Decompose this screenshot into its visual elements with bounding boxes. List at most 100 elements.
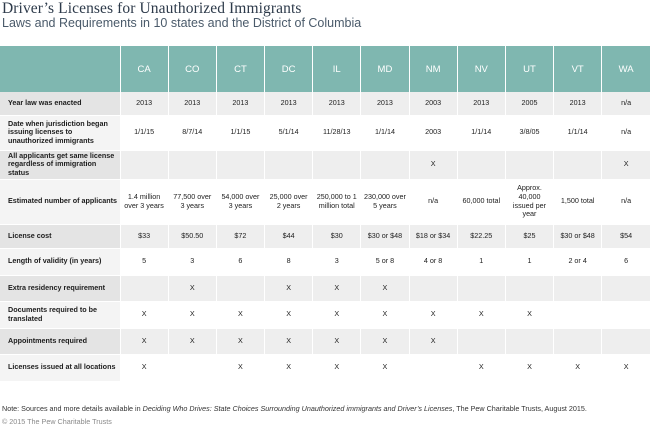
page-subtitle: Laws and Requirements in 10 states and t…	[2, 16, 362, 30]
cell-dc	[264, 150, 314, 180]
cell-nm	[409, 354, 458, 382]
cell-nm: X	[409, 328, 458, 355]
cell-ca: X	[120, 354, 169, 382]
cell-ca: 1.4 million over 3 years	[120, 179, 169, 225]
note-prefix: Note: Sources and more details available…	[2, 404, 143, 413]
cell-ut	[505, 150, 555, 180]
cell-vt: 2013	[553, 92, 603, 116]
cell-co: 77,500 over 3 years	[168, 179, 217, 225]
cell-vt: X	[553, 354, 603, 382]
header-row: CA CO CT DC IL MD NM NV UT VT WA	[0, 46, 650, 92]
row-label: Extra residency requirement	[0, 275, 121, 302]
cell-ca	[120, 275, 169, 302]
row-label: Length of validity (in years)	[0, 248, 121, 276]
cell-nm: $18 or $34	[409, 224, 458, 249]
cell-ct	[216, 275, 266, 302]
cell-nm: X	[409, 150, 458, 180]
cell-md: 1/1/14	[360, 115, 410, 151]
column-header-wa: WA	[601, 46, 650, 92]
column-header-il: IL	[312, 46, 362, 92]
cell-wa: n/a	[601, 179, 650, 225]
cell-nv	[457, 275, 506, 302]
row-label: All applicants get same license regardle…	[0, 150, 121, 180]
table-row: Estimated number of applicants 1.4 millio…	[0, 179, 650, 225]
cell-md: $30 or $48	[360, 224, 410, 249]
cell-co: 3	[168, 248, 217, 276]
cell-wa: X	[601, 354, 650, 382]
row-label: Documents required to be translated	[0, 301, 121, 329]
row-label: License cost	[0, 224, 121, 249]
cell-wa: n/a	[601, 115, 650, 151]
cell-dc: 5/1/14	[264, 115, 314, 151]
row-label: Appointments required	[0, 328, 121, 355]
table-row: Appointments required X X X X X X X	[0, 328, 650, 355]
cell-il	[312, 150, 362, 180]
cell-nm: 2003	[409, 115, 458, 151]
cell-md: X	[360, 328, 410, 355]
cell-md: 5 or 8	[360, 248, 410, 276]
cell-vt: 1/1/14	[553, 115, 603, 151]
note-suffix: , The Pew Charitable Trusts, August 2015…	[452, 404, 587, 413]
header-corner-cell	[0, 46, 121, 92]
column-header-ut: UT	[505, 46, 555, 92]
cell-ut: 3/8/05	[505, 115, 555, 151]
cell-ct	[216, 150, 266, 180]
cell-ca	[120, 150, 169, 180]
cell-dc: 8	[264, 248, 314, 276]
column-header-md: MD	[360, 46, 410, 92]
cell-nv: $22.25	[457, 224, 506, 249]
column-header-ca: CA	[120, 46, 169, 92]
cell-ut: $25	[505, 224, 555, 249]
cell-ca: X	[120, 328, 169, 355]
cell-ut: 1	[505, 248, 555, 276]
cell-dc: $44	[264, 224, 314, 249]
table-body: Year law was enacted 2013 2013 2013 2013 2013…	[0, 92, 650, 382]
cell-il: X	[312, 328, 362, 355]
cell-nv	[457, 328, 506, 355]
cell-ct: X	[216, 328, 266, 355]
table-row: All applicants get same license regardle…	[0, 150, 650, 180]
cell-dc: X	[264, 301, 314, 329]
table-row: Date when jurisdiction began issuing lic…	[0, 115, 650, 151]
cell-ct: $72	[216, 224, 266, 249]
column-header-co: CO	[168, 46, 217, 92]
cell-ut	[505, 275, 555, 302]
cell-nm: X	[409, 301, 458, 329]
cell-co: $50.50	[168, 224, 217, 249]
cell-il: $30	[312, 224, 362, 249]
row-label: Estimated number of applicants	[0, 179, 121, 225]
note-source-title: Deciding Who Drives: State Choices Surro…	[142, 404, 453, 413]
cell-co: X	[168, 301, 217, 329]
cell-md	[360, 150, 410, 180]
cell-nv	[457, 150, 506, 180]
cell-nv: X	[457, 301, 506, 329]
cell-vt: 2 or 4	[553, 248, 603, 276]
cell-vt	[553, 275, 603, 302]
cell-ca: 2013	[120, 92, 169, 116]
cell-ct: 2013	[216, 92, 266, 116]
cell-vt: $30 or $48	[553, 224, 603, 249]
cell-wa	[601, 328, 650, 355]
cell-ca: 5	[120, 248, 169, 276]
table-row: Licenses issued at all locations X X X X X X X X…	[0, 354, 650, 382]
cell-ut	[505, 328, 555, 355]
table-row: Extra residency requirement X X X X	[0, 275, 650, 302]
cell-md: 230,000 over 5 years	[360, 179, 410, 225]
cell-il: X	[312, 301, 362, 329]
column-header-ct: CT	[216, 46, 266, 92]
cell-co: X	[168, 328, 217, 355]
cell-nv: 2013	[457, 92, 506, 116]
source-note: Note: Sources and more details available…	[2, 404, 587, 413]
cell-wa	[601, 301, 650, 329]
cell-il: 3	[312, 248, 362, 276]
column-header-vt: VT	[553, 46, 603, 92]
cell-co: 8/7/14	[168, 115, 217, 151]
cell-il: 11/28/13	[312, 115, 362, 151]
cell-vt	[553, 150, 603, 180]
cell-dc: 25,000 over 2 years	[264, 179, 314, 225]
row-label: Licenses issued at all locations	[0, 354, 121, 382]
requirements-table: CA CO CT DC IL MD NM NV UT VT WA Year law was enac…	[0, 46, 650, 382]
table-row: License cost $33 $50.50 $72 $44 $30 $30 or $48…	[0, 224, 650, 249]
cell-dc: X	[264, 328, 314, 355]
cell-wa: 6	[601, 248, 650, 276]
